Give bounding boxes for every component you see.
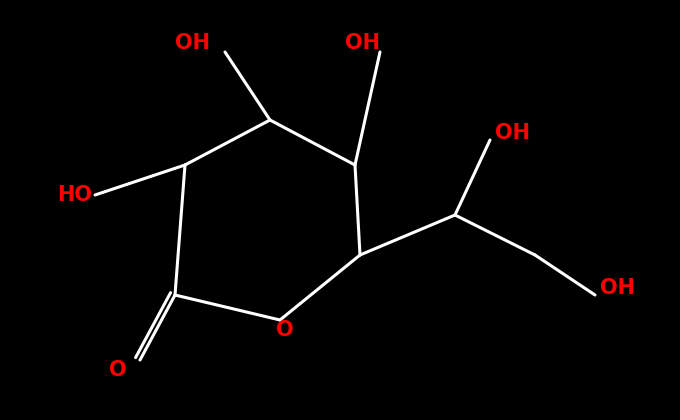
Text: O: O	[109, 360, 126, 380]
Text: HO: HO	[57, 185, 92, 205]
Text: OH: OH	[600, 278, 635, 298]
Text: OH: OH	[345, 33, 381, 53]
Text: OH: OH	[495, 123, 530, 143]
Text: O: O	[276, 320, 294, 340]
Text: OH: OH	[175, 33, 211, 53]
